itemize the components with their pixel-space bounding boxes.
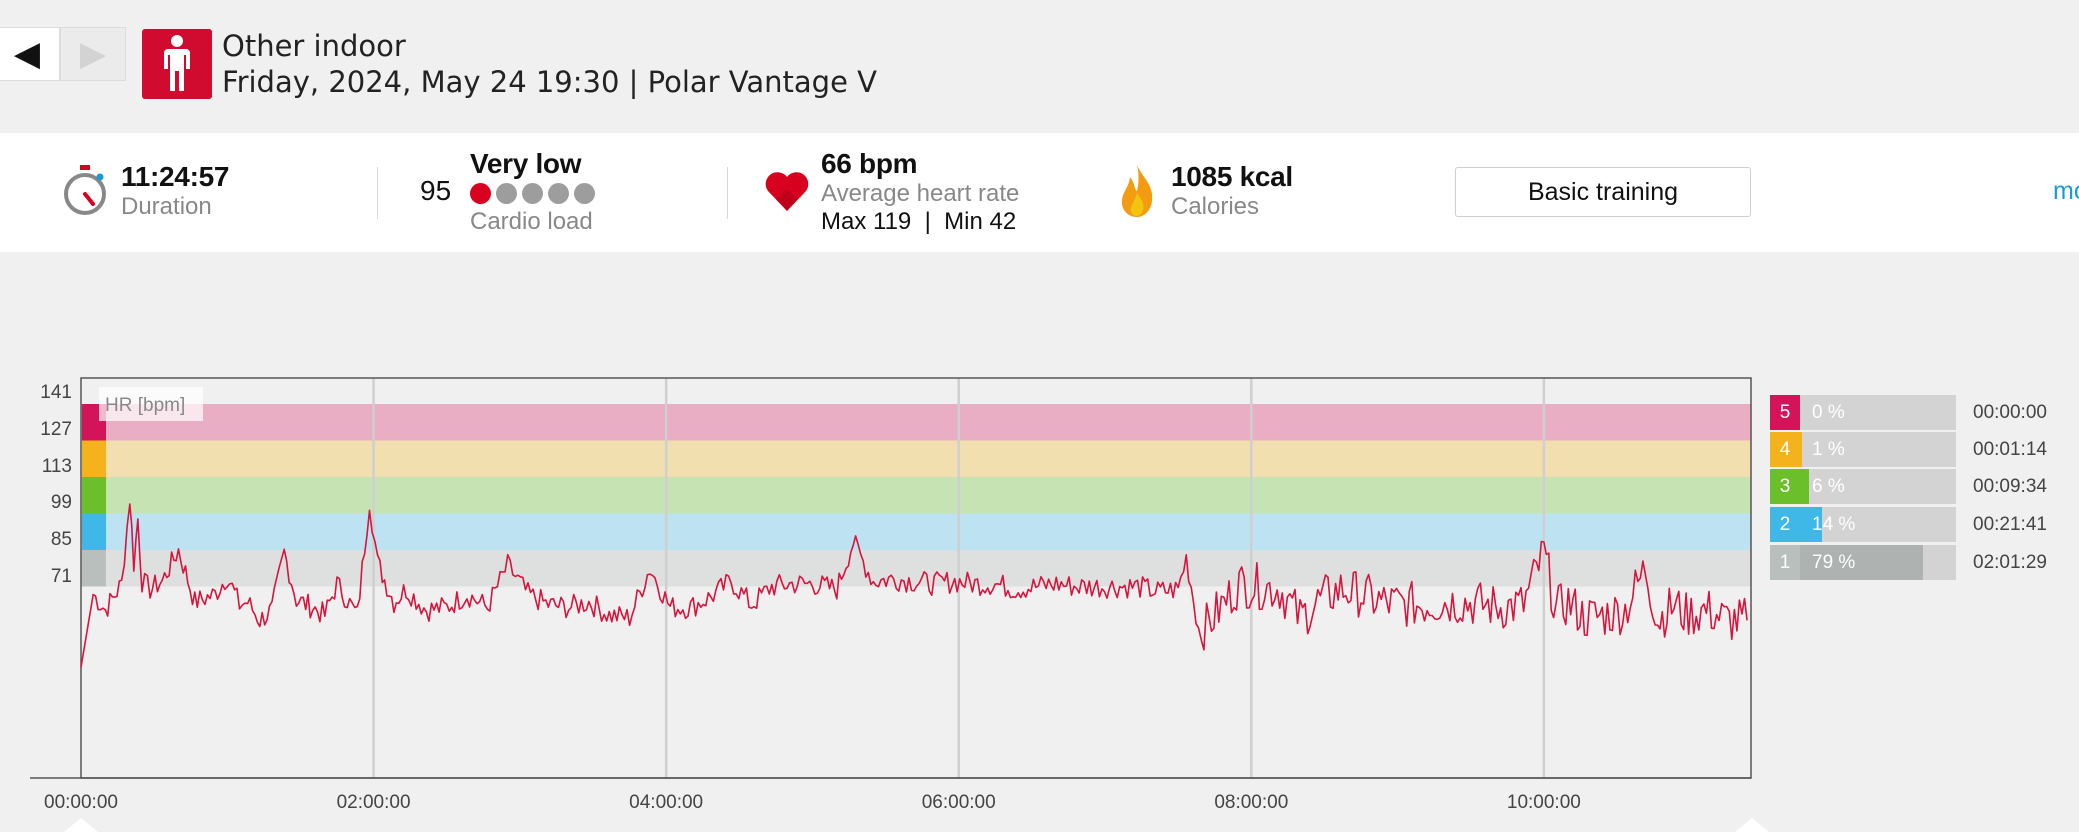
session-date-device: Friday, 2024, May 24 19:30 | Polar Vanta…	[222, 65, 877, 99]
cardio-load-stat: Very low Cardio load	[470, 148, 595, 236]
y-tick-label: 141	[40, 382, 72, 403]
load-dot	[496, 183, 517, 204]
zone-fill	[1800, 545, 1924, 580]
legend-text: HR [bpm]	[105, 395, 185, 416]
x-tick-label: 10:00:00	[1506, 792, 1581, 813]
divider	[727, 167, 728, 219]
x-tick-label: 04:00:00	[629, 792, 704, 813]
zone-band-1	[81, 550, 1751, 587]
zone-row-5: 5 0 %	[1770, 395, 1956, 430]
zone-time: 00:00:00	[1973, 402, 2047, 423]
zone-percent: 0 %	[1812, 402, 1845, 423]
zone-time: 00:09:34	[1973, 476, 2047, 497]
zone-band-3	[81, 477, 1751, 514]
legend-background	[99, 387, 203, 421]
x-tick-label: 00:00:00	[44, 792, 118, 813]
zone-strip-4	[82, 440, 106, 477]
x-tick-label: 02:00:00	[336, 792, 411, 813]
next-session-button[interactable]: ▶	[60, 27, 126, 81]
zone-band-2	[81, 513, 1751, 550]
person-standing-icon	[142, 29, 212, 99]
average-hr-label: Average heart rate	[821, 180, 1020, 207]
zone-number: 3	[1770, 469, 1800, 504]
zone-strip-2	[82, 513, 106, 550]
hr-max-min: Max 119 | Min 42	[821, 208, 1017, 235]
basic-training-button[interactable]: Basic training	[1455, 167, 1751, 217]
zone-band-5	[81, 404, 1751, 441]
flame-icon	[1118, 163, 1156, 224]
y-tick-label: 113	[41, 456, 72, 477]
y-tick-label: 127	[40, 419, 72, 440]
zone-time: 02:01:29	[1973, 552, 2047, 573]
sport-name: Other indoor	[222, 29, 406, 63]
cardio-load-score: 95	[420, 175, 452, 206]
zone-number: 4	[1770, 432, 1800, 467]
zone-strip-3	[82, 477, 106, 514]
duration-stat: 11:24:57 Duration	[121, 161, 229, 221]
zone-row-2: 2 14 %	[1770, 507, 1956, 542]
zone-percent: 1 %	[1812, 439, 1845, 460]
load-dot-active	[470, 183, 491, 204]
zone-fill	[1800, 432, 1802, 467]
zone-fill	[1800, 469, 1810, 504]
load-dot	[522, 183, 543, 204]
zone-strip-1	[82, 550, 106, 587]
zone-row-4: 4 1 %	[1770, 432, 1956, 467]
zone-band-4	[81, 440, 1751, 477]
zone-row-3: 3 6 %	[1770, 469, 1956, 504]
x-tick-label: 06:00:00	[921, 792, 996, 813]
range-end-handle[interactable]	[1735, 818, 1769, 832]
zone-fill	[1800, 507, 1822, 542]
heart-rate-stat: 66 bpm Average heart rate Max 119 | Min …	[821, 148, 1019, 236]
range-start-handle[interactable]	[64, 818, 98, 832]
average-hr-value: 66 bpm	[821, 148, 918, 179]
cardio-load-level: Very low	[470, 148, 582, 179]
x-tick-label: 08:00:00	[1214, 792, 1289, 813]
hr-legend-label: HR [bpm]	[99, 387, 203, 421]
cardio-load-dots	[470, 183, 595, 204]
zone-percent: 14 %	[1812, 514, 1856, 535]
y-tick-label: 99	[50, 492, 72, 513]
previous-session-button[interactable]: ◀	[0, 27, 60, 81]
zone-percent: 6 %	[1812, 476, 1845, 497]
stopwatch-icon	[62, 165, 110, 222]
y-tick-label: 85	[50, 529, 72, 550]
cardio-load-label: Cardio load	[470, 208, 593, 235]
zone-percent: 79 %	[1812, 552, 1856, 573]
duration-label: Duration	[121, 193, 212, 220]
zone-number: 2	[1770, 507, 1800, 542]
heart-icon	[764, 169, 810, 218]
zone-number: 1	[1770, 545, 1800, 580]
load-dot	[574, 183, 595, 204]
calories-stat: 1085 kcal Calories	[1171, 161, 1293, 221]
zone-number: 5	[1770, 395, 1800, 430]
zone-time: 00:01:14	[1973, 439, 2047, 460]
calories-label: Calories	[1171, 193, 1260, 220]
hr-series-line	[80, 503, 1748, 668]
zone-time: 00:21:41	[1973, 514, 2047, 535]
y-tick-label: 71	[50, 566, 72, 587]
divider	[377, 167, 378, 219]
more-link[interactable]: mo	[2053, 177, 2079, 205]
summary-bar: 11:24:57 Duration 95 Very low Cardio loa…	[0, 133, 2079, 252]
duration-value: 11:24:57	[121, 161, 230, 192]
calories-value: 1085 kcal	[1171, 161, 1293, 192]
zone-row-1: 1 79 %	[1770, 545, 1956, 580]
load-dot	[548, 183, 569, 204]
